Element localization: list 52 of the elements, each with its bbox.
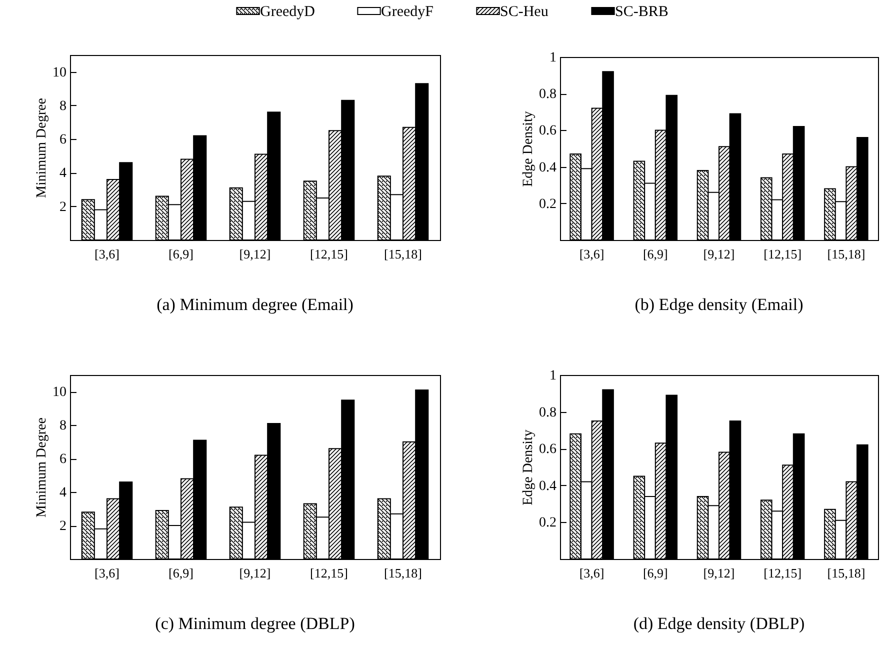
text: (a) Minimum degree (Email) [156,295,354,314]
x-tick-label: [9,12] [239,566,271,580]
x-tick-label: [6,9] [168,566,194,580]
x-tick-label: [12,15] [764,246,802,262]
legend-label: GreedyF [381,4,434,20]
y-tick-label: 8 [60,418,66,434]
x-tick-label: [12,15] [764,566,802,580]
y-tick-label: 0.8 [539,405,556,420]
legend-label: SC-BRB [615,4,668,20]
x-tick-label: [3,6] [579,246,604,262]
x-tick-label: [15,18] [827,566,866,580]
y-axis-title: Edge Density [521,430,536,506]
y-axis-title: Edge Density [521,111,536,187]
x-tick-label: [3,6] [94,246,120,262]
y-tick-label: 1 [550,368,556,384]
legend-label: SC-Heu [500,4,549,20]
x-tick-label: [9,12] [703,246,735,262]
y-tick-label: 0.2 [539,196,556,212]
legend-label: GreedyD [260,4,316,20]
text: (d) Edge density (DBLP) [633,614,805,633]
x-tick-label: [15,18] [827,246,866,262]
x-tick-label: [15,18] [384,566,422,580]
y-axis-title: Minimum Degree [34,98,50,198]
x-tick-label: [9,12] [703,566,735,580]
y-tick-label: 10 [52,385,66,400]
x-tick-label: [12,15] [310,566,348,580]
y-tick-label: 0.4 [539,478,556,494]
y-tick-label: 2 [60,200,66,215]
x-tick-label: [6,9] [168,246,194,262]
y-tick-label: 1 [550,50,556,66]
y-axis-title: Minimum Degree [34,418,50,518]
y-tick-label: 0.2 [539,516,556,531]
x-tick-label: [3,6] [579,566,604,580]
x-tick-label: [6,9] [642,566,668,580]
y-tick-label: 0.6 [539,442,556,458]
y-tick-label: 0.4 [539,160,556,176]
y-tick-label: 2 [60,519,66,534]
y-tick-label: 0.8 [539,87,556,102]
x-tick-label: [9,12] [239,246,271,262]
y-tick-label: 4 [60,486,66,501]
y-tick-label: 10 [52,65,66,80]
x-tick-label: [15,18] [384,246,422,262]
y-tick-label: 0.6 [539,124,556,139]
x-tick-label: [3,6] [94,566,120,580]
text: (c) Minimum degree (DBLP) [155,614,355,633]
y-tick-label: 8 [60,98,66,114]
y-tick-label: 6 [60,132,66,148]
y-tick-label: 4 [60,166,66,182]
x-tick-label: [6,9] [642,246,668,262]
y-tick-label: 6 [60,452,66,468]
text: (b) Edge density (Email) [634,295,804,314]
x-tick-label: [12,15] [310,246,348,262]
